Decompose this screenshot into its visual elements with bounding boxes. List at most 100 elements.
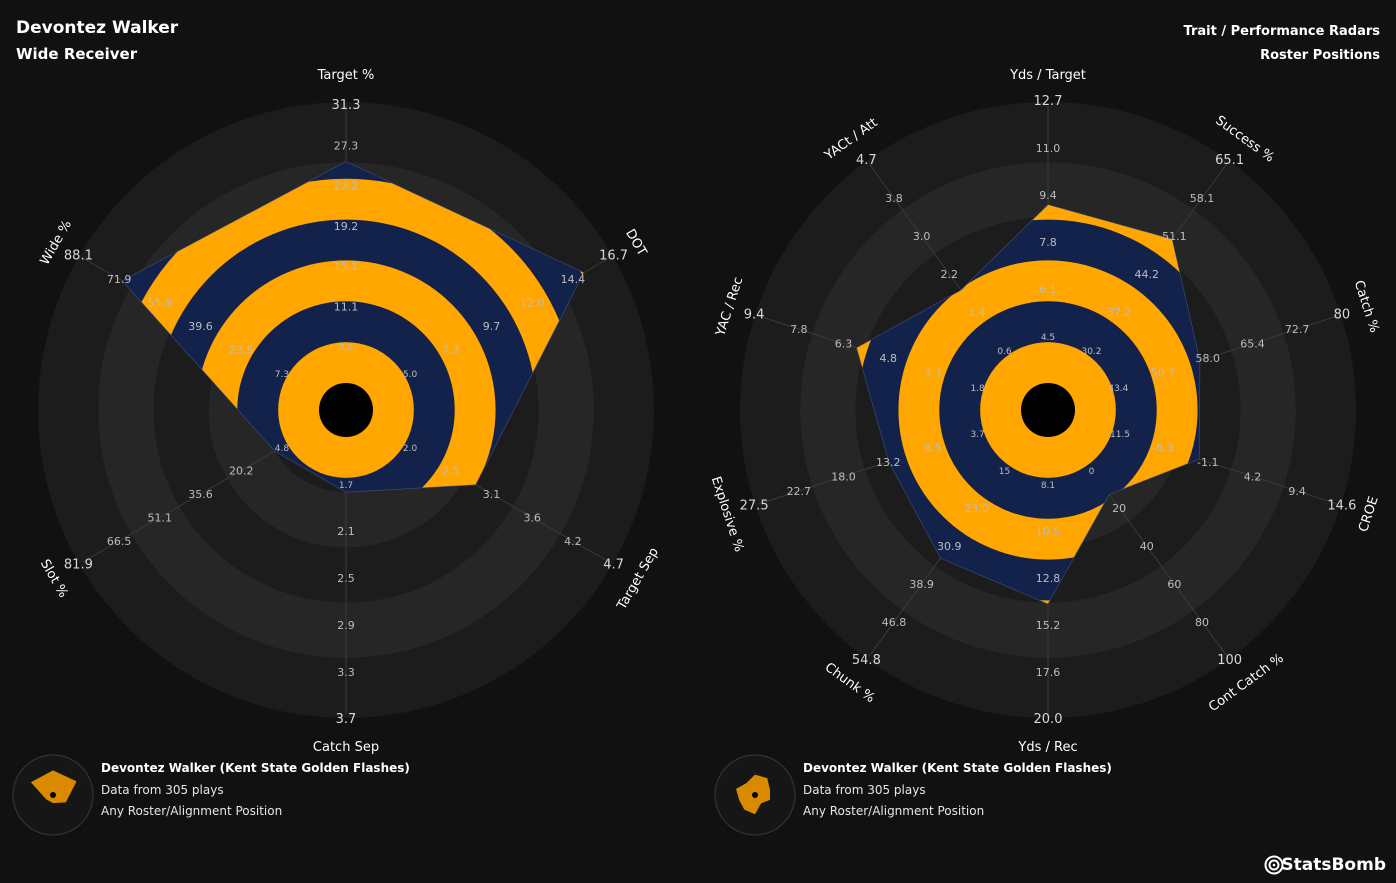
value-outline	[121, 161, 585, 493]
tick-label-yact-att: 2.2	[941, 268, 959, 281]
value-outline	[856, 204, 1201, 605]
tick-label-cont-catch: 0	[1089, 467, 1095, 477]
axis-label-croe: CROE	[1356, 495, 1382, 534]
tick-label-yact-att: 0.6	[997, 347, 1012, 357]
tick-label-yac-rec: 7.8	[790, 323, 808, 336]
legend-position-label-right: Any Roster/Alignment Position	[803, 804, 985, 818]
axis-label-target: Target %	[317, 68, 375, 83]
legend-plays-label-left: Data from 305 plays	[101, 783, 224, 797]
page-subtitle: Roster Positions	[1260, 48, 1380, 63]
tick-label-target: 7.0	[339, 344, 354, 354]
tick-label-yds-rec: 15.2	[1036, 619, 1061, 632]
tick-label-success: 44.2	[1134, 268, 1159, 281]
page-title: Trait / Performance Radars	[1183, 24, 1380, 39]
tick-label-target-sep: 2.0	[403, 444, 418, 454]
legend-center-dot	[752, 792, 758, 798]
statsbomb-logo-icon	[1264, 855, 1284, 875]
legend-plays-label-right: Data from 305 plays	[803, 783, 926, 797]
tick-label-target: 15.1	[334, 260, 359, 273]
tick-label-target: 27.3	[334, 139, 359, 152]
player-position: Wide Receiver	[16, 45, 138, 63]
tick-label-yds-rec: 8.1	[1041, 481, 1055, 491]
tick-label-croe: -6.3	[1152, 441, 1173, 454]
tick-label-explosive: 8.5	[924, 441, 942, 454]
brand-name: StatsBomb	[1281, 855, 1386, 875]
tick-label-yact-att: 1.4	[968, 306, 986, 319]
tick-label-catch: 65.4	[1240, 338, 1265, 351]
legend-mini-radar-left	[12, 754, 94, 836]
axis-label-yds-target: Yds / Target	[1009, 68, 1086, 83]
tick-label-yds-target: 7.8	[1039, 236, 1057, 249]
tick-label-success: 51.1	[1162, 230, 1187, 243]
axis-label-catch-sep: Catch Sep	[313, 740, 379, 755]
axis-label-explosive: Explosive %	[708, 475, 746, 554]
tick-label-cont-catch: 100	[1217, 653, 1242, 668]
tick-label-cont-catch: 60	[1167, 578, 1181, 591]
tick-label-wide: 88.1	[64, 249, 93, 264]
legend-player-label-left: Devontez Walker (Kent State Golden Flash…	[101, 761, 410, 775]
tick-label-chunk: 30.9	[937, 540, 962, 553]
tick-label-dot: 12.0	[520, 297, 545, 310]
tick-label-catch-sep: 2.5	[337, 572, 355, 585]
tick-label-cont-catch: 80	[1195, 616, 1209, 629]
tick-label-target-sep: 3.6	[523, 512, 541, 525]
tick-label-slot: 66.5	[107, 535, 132, 548]
axis-label-yac-rec: YAC / Rec	[713, 275, 746, 339]
player-name: Devontez Walker	[16, 18, 179, 38]
tick-label-yac-rec: 9.4	[744, 308, 765, 323]
tick-label-wide: 7.3	[275, 370, 289, 380]
tick-label-catch-sep: 3.3	[337, 666, 355, 679]
tick-label-chunk: 15	[999, 467, 1010, 477]
tick-label-target: 23.2	[334, 180, 359, 193]
tick-label-slot: 20.2	[229, 465, 254, 478]
tick-label-target-sep: 4.2	[564, 535, 582, 548]
axis-label-catch: Catch %	[1351, 279, 1382, 335]
tick-label-catch-sep: 3.7	[336, 712, 357, 727]
tick-label-explosive: 22.7	[787, 485, 812, 498]
tick-label-yds-rec: 17.6	[1036, 666, 1061, 679]
tick-label-yac-rec: 1.8	[970, 384, 985, 394]
radar-center-hole	[1021, 383, 1075, 437]
tick-label-dot: 16.7	[599, 249, 628, 264]
tick-label-croe: -1.1	[1197, 456, 1218, 469]
tick-label-yds-target: 4.5	[1041, 333, 1055, 343]
tick-label-yact-att: 3.0	[913, 230, 931, 243]
tick-label-wide: 39.6	[188, 320, 213, 333]
legend-mini-radar-right	[714, 754, 796, 836]
tick-label-yact-att: 3.8	[885, 192, 903, 205]
tick-label-chunk: 23.0	[965, 502, 990, 515]
tick-label-chunk: 46.8	[882, 616, 907, 629]
tick-label-croe: 4.2	[1244, 470, 1262, 483]
tick-label-yds-rec: 12.8	[1036, 572, 1061, 585]
axis-label-yds-rec: Yds / Rec	[1017, 740, 1077, 755]
tick-label-catch-sep: 2.9	[337, 619, 355, 632]
tick-label-yac-rec: 3.3	[924, 367, 942, 380]
tick-label-catch: 72.7	[1285, 323, 1310, 336]
tick-label-catch-sep: 2.1	[337, 525, 355, 538]
tick-label-yds-rec: 20.0	[1034, 712, 1063, 727]
tick-label-catch: 43.4	[1108, 384, 1128, 394]
tick-label-yds-target: 9.4	[1039, 189, 1057, 202]
tick-label-yds-rec: 10.5	[1036, 525, 1061, 538]
tick-label-chunk: 38.9	[909, 578, 934, 591]
tick-label-yds-target: 12.7	[1034, 94, 1063, 109]
tick-label-croe: -11.5	[1107, 430, 1130, 440]
tick-label-catch: 58.0	[1196, 352, 1221, 365]
tick-label-catch: 80	[1334, 308, 1351, 323]
tick-label-yact-att: 4.7	[856, 153, 877, 168]
legend-player-label-right: Devontez Walker (Kent State Golden Flash…	[803, 761, 1112, 775]
tick-label-croe: 9.4	[1288, 485, 1306, 498]
tick-label-yac-rec: 6.3	[835, 338, 853, 351]
tick-label-explosive: 3.7	[970, 430, 984, 440]
axis-label-target-sep: Target Sep	[614, 545, 662, 613]
radar-right: 4.5 6.1 7.8 9.4 11.0 12.7 Yds / Target 30.2 37.2…	[708, 68, 1382, 755]
tick-label-target: 11.1	[334, 300, 359, 313]
tick-label-success: 30.2	[1081, 347, 1101, 357]
radar-left: 7.0 11.1 15.1 19.2 23.2 27.3 31.3 Target % 5.0 7.…	[37, 68, 662, 755]
tick-label-dot: 7.3	[442, 344, 460, 357]
tick-label-dot: 14.4	[561, 273, 586, 286]
tick-label-cont-catch: 40	[1140, 540, 1154, 553]
tick-label-yds-target: 11.0	[1036, 142, 1061, 155]
tick-label-dot: 9.7	[483, 320, 501, 333]
